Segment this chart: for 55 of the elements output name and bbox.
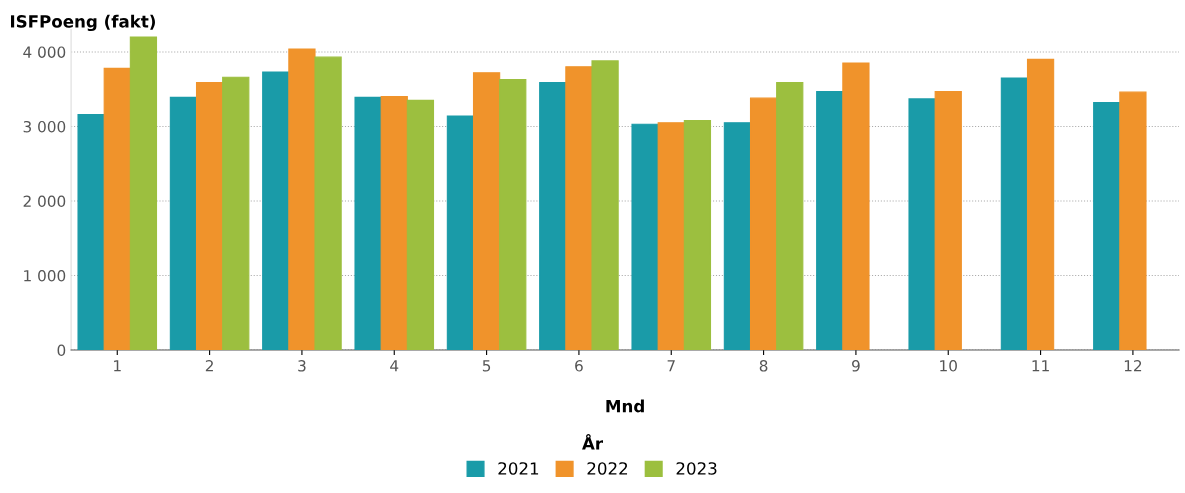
bar [723,122,752,351]
bar [222,76,250,351]
x-tick-label: 6 [575,360,583,372]
x-tick-label: 7 [667,360,675,372]
x-tick-label: 4 [390,360,399,372]
bar [499,78,527,351]
bar [406,99,435,351]
y-tick-label: 2 000 [23,195,66,208]
bar [262,71,290,351]
x-tick-label: 5 [482,360,491,372]
bar [908,98,936,351]
bar [539,81,567,351]
bar [1000,77,1029,351]
y-tick-label: 1 000 [24,269,66,282]
bar [195,81,224,351]
bar [77,113,105,351]
y-tick-label: 0 [57,344,66,357]
bar [749,97,778,351]
bar [288,48,316,351]
bar [591,60,619,351]
bar [631,123,659,351]
bar [354,96,382,351]
x-tick-label: 11 [1032,360,1049,372]
bar [934,90,962,351]
legend-label: 2021 [498,462,539,475]
y-tick-label: 4 000 [23,46,66,58]
y-axis-title: ISFPoeng (fakt) [11,14,155,32]
bar [565,66,593,351]
y-tick-label: 3 000 [23,120,66,133]
x-axis-title: Mnd [606,399,644,413]
x-tick-label: 2 [205,360,213,372]
x-tick-label: 9 [852,360,860,372]
bar [842,62,870,351]
legend-label: 2023 [676,462,717,475]
x-tick-label: 12 [1124,360,1142,372]
bar [657,122,685,351]
bar [472,72,501,351]
x-tick-label: 10 [940,360,957,372]
x-tick-label: 3 [298,360,306,372]
bar [816,90,844,351]
bar [380,96,408,351]
bar [314,56,342,351]
bar [103,67,131,351]
x-tick-label: 8 [759,360,768,372]
bar [1026,58,1055,351]
x-tick-label: 1 [114,360,121,372]
bar [1093,102,1121,351]
bar [683,119,712,351]
legend-label: 2022 [587,462,628,475]
bar [1119,91,1147,351]
legend-title: År [582,434,604,450]
bar [169,96,198,351]
bar [776,81,804,351]
bar [129,36,158,351]
bar [446,115,475,351]
